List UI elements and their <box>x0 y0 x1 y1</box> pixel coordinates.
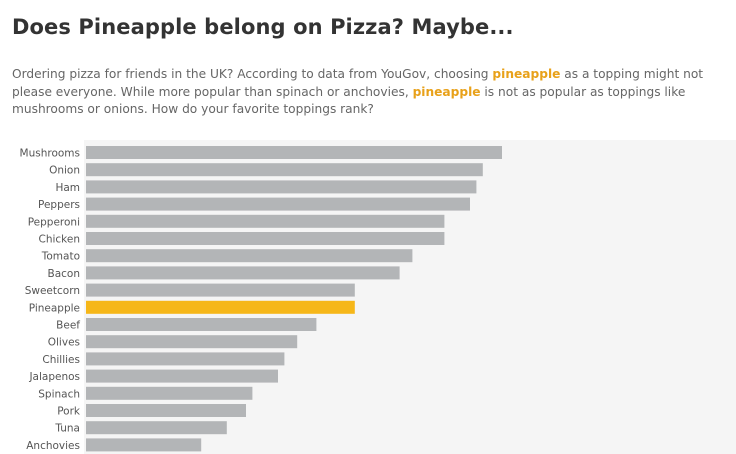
bar-beef <box>86 318 317 331</box>
pineapple-highlight-2: pineapple <box>412 84 481 99</box>
description-text: Ordering pizza for friends in the UK? Ac… <box>12 66 724 119</box>
category-label-tomato: Tomato <box>41 251 80 263</box>
description-part-2: as a topping might not please everyone. … <box>12 67 704 99</box>
category-label-pork: Pork <box>57 406 81 418</box>
category-label-chillies: Chillies <box>42 354 80 366</box>
bar-olives <box>86 335 298 349</box>
bar-pepperoni <box>86 214 445 228</box>
category-label-sweetcorn: Sweetcorn <box>25 285 80 297</box>
category-label-pepperoni: Pepperoni <box>28 216 80 228</box>
bar-ham <box>86 180 477 194</box>
bar-onion <box>86 163 483 177</box>
pineapple-highlight-1: pineapple <box>492 67 561 81</box>
bar-jalapenos <box>86 369 278 383</box>
bars-group <box>86 146 502 452</box>
category-label-mushrooms: Mushrooms <box>20 148 80 160</box>
category-label-peppers: Peppers <box>38 199 80 211</box>
page-title: Does Pineapple belong on Pizza? Maybe... <box>12 15 514 39</box>
bar-tuna <box>86 421 227 435</box>
toppings-bar-chart: Mushrooms Onion Ham Peppers Pepperoni Chicken… <box>20 140 736 454</box>
category-label-onion: Onion <box>49 165 80 177</box>
category-label-bacon: Bacon <box>48 268 81 280</box>
category-label-chicken: Chicken <box>39 234 81 246</box>
bar-pineapple <box>86 300 355 314</box>
description-part-3: is not as popular as toppings like mushr… <box>12 84 686 117</box>
category-label-ham: Ham <box>55 182 80 194</box>
category-label-anchovies: Anchovies <box>26 440 80 452</box>
category-labels-group: Mushrooms Onion Ham Peppers Pepperoni Chicken… <box>20 148 81 452</box>
bar-chicken <box>86 232 445 245</box>
bar-sweetcorn <box>86 283 355 297</box>
category-label-beef: Beef <box>56 320 80 332</box>
bar-anchovies <box>86 438 202 452</box>
bar-tomato <box>86 249 413 263</box>
bar-spinach <box>86 386 253 400</box>
category-label-spinach: Spinach <box>38 388 80 400</box>
description-part-1: Ordering pizza for friends in the UK? Ac… <box>12 67 493 81</box>
category-label-pineapple: Pineapple <box>29 302 80 314</box>
category-label-olives: Olives <box>48 337 80 349</box>
category-label-tuna: Tuna <box>54 423 80 435</box>
bar-pork <box>86 404 246 417</box>
bar-bacon <box>86 266 400 280</box>
bar-mushrooms <box>86 146 502 159</box>
category-label-jalapenos: Jalapenos <box>28 371 80 383</box>
bar-peppers <box>86 197 470 211</box>
bar-chillies <box>86 352 285 366</box>
